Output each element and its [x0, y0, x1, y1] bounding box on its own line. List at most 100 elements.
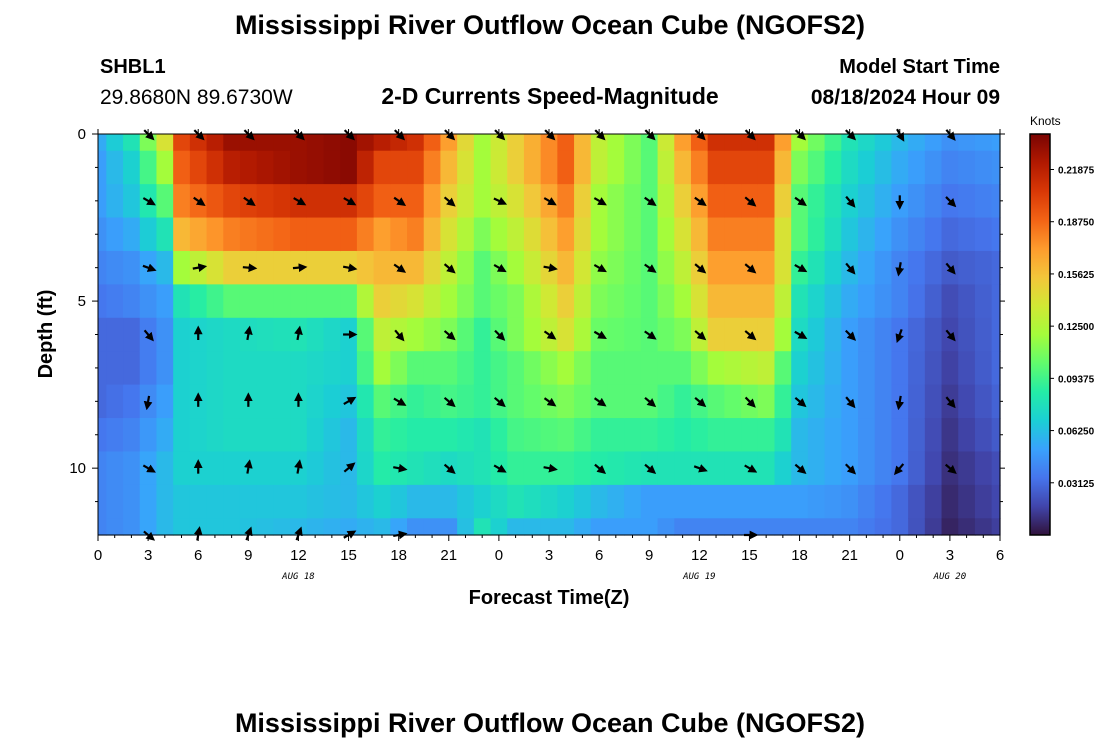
heatmap-cell — [707, 351, 725, 386]
heatmap-cell — [741, 418, 759, 453]
model-start-time: 08/18/2024 Hour 09 — [810, 86, 1000, 109]
heatmap-cell — [624, 451, 642, 486]
heatmap-cell — [290, 418, 308, 453]
heatmap-cell — [674, 317, 692, 352]
heatmap-cell — [590, 150, 609, 185]
heatmap-cell — [457, 451, 475, 486]
heatmap-cell — [223, 418, 241, 453]
heatmap-cell — [173, 384, 191, 419]
heatmap-cell — [123, 418, 141, 453]
heatmap-cell — [507, 418, 525, 453]
heatmap-cell — [807, 384, 826, 419]
heatmap-cell — [674, 518, 692, 536]
heatmap-cell — [858, 317, 876, 352]
heatmap-cell — [440, 418, 458, 453]
heatmap-cell — [390, 150, 408, 185]
heatmap-cell — [356, 384, 375, 419]
heatmap-cell — [206, 418, 224, 453]
heatmap-cell — [824, 134, 842, 152]
heatmap-cell — [407, 134, 425, 152]
x-tick-label: 21 — [440, 547, 457, 564]
heatmap-cell — [507, 217, 525, 252]
heatmap-cell — [106, 250, 124, 285]
current-vector-arrow — [945, 329, 956, 342]
heatmap-cell — [306, 351, 325, 386]
heatmap-cell — [657, 418, 675, 453]
heatmap-cell — [574, 518, 592, 536]
heatmap-cell — [624, 284, 642, 319]
heatmap-cell — [924, 484, 943, 519]
heatmap-cell — [423, 134, 442, 152]
heatmap-cell — [256, 351, 274, 386]
heatmap-cell — [690, 418, 709, 453]
heatmap-cell — [824, 184, 842, 219]
heatmap-cell — [123, 351, 141, 386]
heatmap-cell — [123, 484, 141, 519]
heatmap-cell — [98, 217, 107, 252]
heatmap-cell — [356, 284, 375, 319]
heatmap-cell — [590, 284, 609, 319]
heatmap-cell — [690, 351, 709, 386]
heatmap-cell — [507, 451, 525, 486]
heatmap-cell — [540, 351, 558, 386]
heatmap-cell — [891, 351, 909, 386]
heatmap-cell — [273, 134, 291, 152]
colorbar-tick-label: 0.15625 — [1058, 270, 1095, 281]
y-tick-label: 5 — [78, 293, 86, 310]
current-vector-arrow — [343, 462, 356, 473]
heatmap-cell — [640, 217, 659, 252]
bottom-title: Mississippi River Outflow Ocean Cube (NG… — [234, 708, 866, 738]
heatmap-cell — [173, 451, 191, 486]
heatmap-cell — [407, 217, 425, 252]
heatmap-cell — [607, 217, 625, 252]
heatmap-cell — [858, 150, 876, 185]
heatmap-cell — [774, 518, 792, 536]
heatmap-cell — [356, 518, 375, 536]
heatmap-cell — [991, 284, 1001, 319]
heatmap-cell — [657, 184, 675, 219]
current-vector-arrow — [593, 330, 607, 340]
current-vector-arrow — [593, 263, 607, 273]
heatmap-cell — [523, 134, 542, 152]
heatmap-cell — [874, 217, 893, 252]
heatmap-cell — [574, 418, 592, 453]
heatmap-cell — [807, 250, 826, 285]
current-vector-arrow — [893, 463, 905, 476]
heatmap-cell — [390, 418, 408, 453]
heatmap-cell — [473, 134, 492, 152]
heatmap-cell — [457, 217, 475, 252]
heatmap-cell — [908, 134, 926, 152]
heatmap-cell — [407, 150, 425, 185]
heatmap-cell — [991, 217, 1001, 252]
current-vector-arrow — [193, 196, 206, 207]
x-tick-label: 15 — [340, 547, 357, 564]
current-vector-arrow — [693, 464, 708, 473]
heatmap-cell — [974, 418, 993, 453]
heatmap-cell — [724, 217, 742, 252]
heatmap-cell — [540, 284, 558, 319]
heatmap-cell — [958, 217, 976, 252]
heatmap-cell — [640, 284, 659, 319]
heatmap-cell — [239, 150, 258, 185]
heatmap-cell — [707, 134, 725, 152]
heatmap-cell — [507, 134, 525, 152]
heatmap-cell — [624, 317, 642, 352]
heatmap-cell — [540, 217, 558, 252]
heatmap-cell — [306, 284, 325, 319]
heatmap-cell — [741, 351, 759, 386]
heatmap-cell — [206, 150, 224, 185]
current-vector-arrow — [393, 263, 407, 273]
heatmap-cell — [674, 418, 692, 453]
heatmap-cell — [557, 384, 575, 419]
heatmap-cell — [924, 317, 943, 352]
heatmap-cell — [189, 484, 208, 519]
heatmap-cell — [173, 484, 191, 519]
heatmap-cell — [273, 150, 291, 185]
heatmap-cell — [874, 284, 893, 319]
heatmap-cell — [690, 217, 709, 252]
heatmap-cell — [674, 484, 692, 519]
heatmap-cell — [590, 418, 609, 453]
heatmap-cell — [557, 484, 575, 519]
heatmap-cell — [356, 484, 375, 519]
heatmap-cell — [390, 351, 408, 386]
